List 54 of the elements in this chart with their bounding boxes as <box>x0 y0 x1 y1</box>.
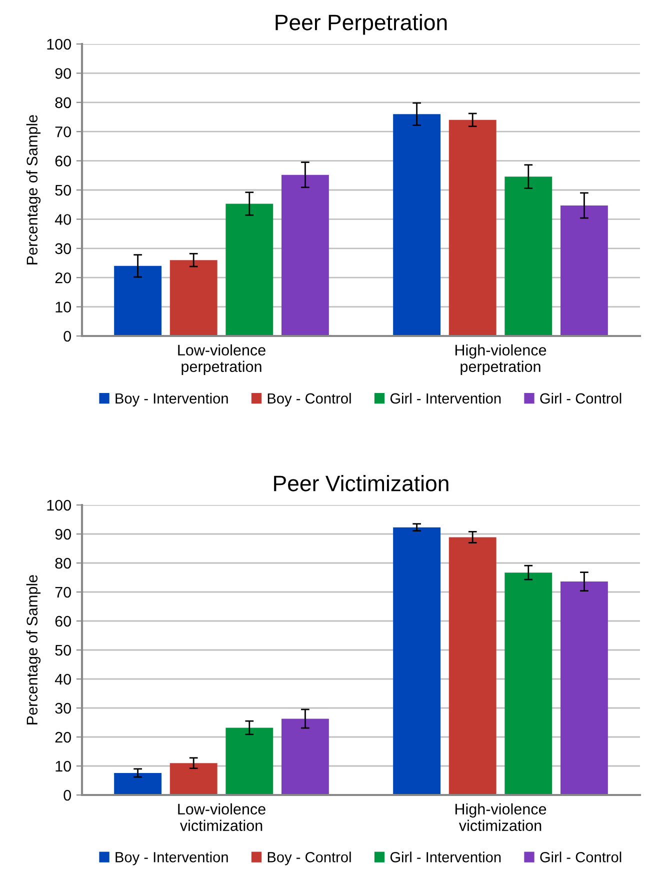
chart-title: Peer Perpetration <box>276 14 447 35</box>
y-tick-label: 0 <box>64 790 71 801</box>
y-tick-label: 40 <box>54 214 71 225</box>
bar <box>560 582 608 795</box>
y-tick-label: 90 <box>55 528 71 540</box>
legend-label: Girl - Intervention <box>390 852 501 862</box>
bar <box>281 718 329 795</box>
bar <box>170 260 218 336</box>
y-tick-label: 0 <box>64 330 71 342</box>
bar <box>281 174 329 336</box>
y-tick-label: 20 <box>55 272 71 284</box>
y-tick-label: 100 <box>47 38 71 50</box>
y-tick-label: 10 <box>56 302 71 312</box>
chart-title: Peer Victimization <box>274 475 448 492</box>
legend-label: Boy - Intervention <box>116 852 228 866</box>
x-tick-label: Low-violence victimization <box>178 803 266 832</box>
bar <box>226 204 274 336</box>
bar <box>560 205 608 336</box>
y-tick-label: 70 <box>55 126 71 138</box>
y-tick-label: 90 <box>55 68 71 79</box>
legend-label: Boy - Control <box>268 392 351 407</box>
x-tick-label: Low-violence perpetration <box>178 344 266 376</box>
x-tick-label: High-violence perpetration <box>455 344 546 376</box>
bar <box>114 772 162 795</box>
y-tick-label: 80 <box>55 558 71 569</box>
bar <box>504 176 552 336</box>
y-tick-label: 20 <box>55 732 71 743</box>
bar <box>393 527 441 795</box>
y-axis-title: Percentage of Sample <box>26 575 41 724</box>
y-tick-label: 70 <box>55 586 71 598</box>
y-tick-label: 60 <box>55 616 71 627</box>
legend-label: Girl - Control <box>540 852 622 862</box>
legend-label: Girl - Intervention <box>390 392 501 404</box>
y-axis-title: Percentage of Sample <box>26 115 41 264</box>
y-tick-label: 50 <box>55 184 71 196</box>
y-tick-label: 30 <box>55 702 71 714</box>
bar <box>448 537 496 795</box>
y-tick-label: 100 <box>47 500 71 511</box>
y-tick-label: 40 <box>54 674 71 685</box>
bar <box>393 114 441 336</box>
x-tick-label: High-violence victimization <box>455 803 546 832</box>
bar <box>114 266 162 336</box>
bar <box>448 120 496 336</box>
y-tick-label: 50 <box>55 644 71 656</box>
y-tick-label: 10 <box>56 760 71 772</box>
legend-label: Girl - Control <box>540 392 622 404</box>
legend-label: Boy - Control <box>268 852 351 866</box>
bar <box>170 763 218 795</box>
y-tick-label: 80 <box>55 97 71 108</box>
y-tick-label: 30 <box>55 243 71 254</box>
bar <box>504 572 552 795</box>
bar <box>226 728 274 795</box>
legend-label: Boy - Intervention <box>116 392 228 407</box>
y-tick-label: 60 <box>55 156 71 166</box>
